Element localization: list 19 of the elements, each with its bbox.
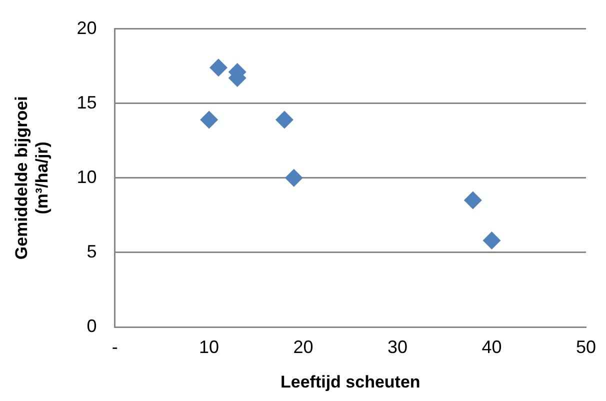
y-tick-label: 10 xyxy=(76,166,97,187)
point xyxy=(200,110,218,129)
point xyxy=(464,191,482,210)
y-tick-label: 15 xyxy=(76,92,97,112)
x-tick-label: 10 xyxy=(199,336,220,357)
point xyxy=(275,110,294,129)
y-tick-label: 20 xyxy=(76,18,97,38)
point xyxy=(209,58,228,77)
point xyxy=(482,232,501,250)
x-tick-label: 20 xyxy=(293,336,314,357)
x-axis-title: Leeftijd scheuten xyxy=(280,372,420,392)
y-axis-title: Gemiddelde bijgroei (m³/ha/jr) xyxy=(12,96,52,260)
x-tick-label: 30 xyxy=(388,336,408,357)
x-tick-label: - xyxy=(112,336,118,357)
y-tick-label: 0 xyxy=(86,316,97,336)
y-tick-label: 5 xyxy=(86,241,97,262)
point xyxy=(284,168,303,187)
x-tick-label: 50 xyxy=(576,336,596,357)
x-tick-label: 40 xyxy=(482,336,502,357)
